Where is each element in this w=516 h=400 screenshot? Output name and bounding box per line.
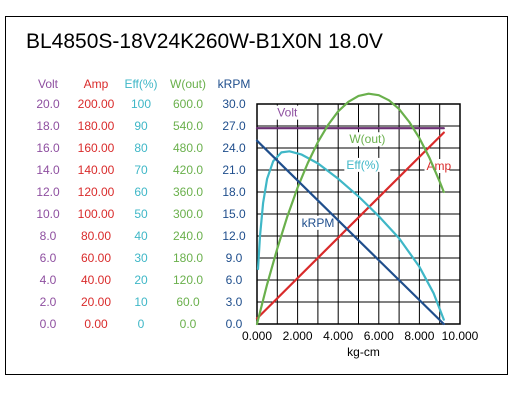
axis-header-amp: Amp xyxy=(84,77,109,91)
axis-tick-amp: 40.00 xyxy=(81,273,111,287)
axis-tick-eff: 30 xyxy=(134,251,148,265)
axis-tick-w-out: 420.0 xyxy=(173,163,203,177)
axis-tick-w-out: 240.0 xyxy=(173,229,203,243)
series-label-krpm: kRPM xyxy=(302,216,335,230)
x-tick-label: 0.000 xyxy=(242,329,272,343)
axis-tick-amp: 60.00 xyxy=(81,251,111,265)
axis-tick-volt: 2.0 xyxy=(40,295,57,309)
axis-tick-krpm: 15.0 xyxy=(222,207,246,221)
axis-tick-volt: 20.0 xyxy=(36,97,60,111)
axis-tick-volt: 8.0 xyxy=(40,229,57,243)
axis-tick-w-out: 600.0 xyxy=(173,97,203,111)
axis-tick-krpm: 9.0 xyxy=(226,251,243,265)
x-tick-label: 4.000 xyxy=(323,329,353,343)
axis-tick-krpm: 3.0 xyxy=(226,295,243,309)
series-line-w-out xyxy=(255,92,445,326)
series-line-amp xyxy=(255,131,445,320)
series-label-volt: Volt xyxy=(277,106,298,120)
axis-tick-krpm: 18.0 xyxy=(222,185,246,199)
axis-tick-eff: 100 xyxy=(131,97,151,111)
chart-title: BL4850S-18V24K260W-B1X0N 18.0V xyxy=(26,30,383,53)
series-label-bg-w-out xyxy=(347,132,394,147)
series-label-bg-eff xyxy=(344,157,391,172)
x-tick-label: 2.000 xyxy=(283,329,313,343)
axis-header-w-out: W(out) xyxy=(170,77,206,91)
axis-tick-amp: 100.00 xyxy=(78,207,115,221)
x-tick-label: 10.000 xyxy=(442,329,479,343)
x-axis-label: kg-cm xyxy=(347,345,380,359)
axis-tick-amp: 160.00 xyxy=(78,141,115,155)
axis-tick-eff: 70 xyxy=(134,163,148,177)
axis-header-krpm: kRPM xyxy=(218,77,251,91)
series-line-eff xyxy=(256,150,445,321)
axis-tick-w-out: 180.0 xyxy=(173,251,203,265)
series-label-eff: Eff(%) xyxy=(346,158,379,172)
axis-tick-volt: 10.0 xyxy=(36,207,60,221)
axis-tick-eff: 90 xyxy=(134,119,148,133)
axis-tick-krpm: 30.0 xyxy=(222,97,246,111)
axis-tick-eff: 80 xyxy=(134,141,148,155)
axis-tick-w-out: 120.0 xyxy=(173,273,203,287)
axis-tick-volt: 14.0 xyxy=(36,163,60,177)
axis-tick-amp: 0.00 xyxy=(84,317,108,331)
axis-tick-eff: 20 xyxy=(134,273,148,287)
axis-tick-w-out: 540.0 xyxy=(173,119,203,133)
axis-header-eff: Eff(%) xyxy=(124,77,157,91)
axis-tick-eff: 40 xyxy=(134,229,148,243)
axis-tick-amp: 180.00 xyxy=(78,119,115,133)
chart-frame xyxy=(5,16,508,375)
axis-tick-volt: 18.0 xyxy=(36,119,60,133)
series-label-w-out: W(out) xyxy=(349,132,385,146)
axis-tick-w-out: 480.0 xyxy=(173,141,203,155)
axis-tick-amp: 120.00 xyxy=(78,185,115,199)
axis-tick-w-out: 0.0 xyxy=(180,317,197,331)
axis-tick-volt: 16.0 xyxy=(36,141,60,155)
axis-tick-eff: 60 xyxy=(134,185,148,199)
series-label-amp: Amp xyxy=(427,159,452,173)
axis-tick-krpm: 12.0 xyxy=(222,229,246,243)
axis-tick-volt: 6.0 xyxy=(40,251,57,265)
axis-tick-w-out: 60.0 xyxy=(176,295,200,309)
axis-tick-eff: 10 xyxy=(134,295,148,309)
axis-tick-amp: 80.00 xyxy=(81,229,111,243)
series-label-bg-krpm xyxy=(299,215,332,230)
x-tick-label: 6.000 xyxy=(364,329,394,343)
axis-tick-amp: 20.00 xyxy=(81,295,111,309)
axis-tick-w-out: 360.0 xyxy=(173,185,203,199)
axis-header-volt: Volt xyxy=(38,77,59,91)
axis-tick-krpm: 6.0 xyxy=(226,273,243,287)
axis-tick-amp: 140.00 xyxy=(78,163,115,177)
axis-tick-w-out: 300.0 xyxy=(173,207,203,221)
axis-tick-eff: 0 xyxy=(138,317,145,331)
axis-tick-krpm: 24.0 xyxy=(222,141,246,155)
axis-tick-volt: 4.0 xyxy=(40,273,57,287)
axis-tick-krpm: 27.0 xyxy=(222,119,246,133)
axis-tick-volt: 0.0 xyxy=(40,317,57,331)
series-label-bg-volt xyxy=(275,105,308,120)
axis-tick-krpm: 21.0 xyxy=(222,163,246,177)
series-line-krpm xyxy=(255,139,445,326)
axis-tick-amp: 200.00 xyxy=(78,97,115,111)
axis-tick-volt: 12.0 xyxy=(36,185,60,199)
x-tick-label: 8.000 xyxy=(404,329,434,343)
axis-tick-eff: 50 xyxy=(134,207,148,221)
axis-tick-krpm: 0.0 xyxy=(226,317,243,331)
